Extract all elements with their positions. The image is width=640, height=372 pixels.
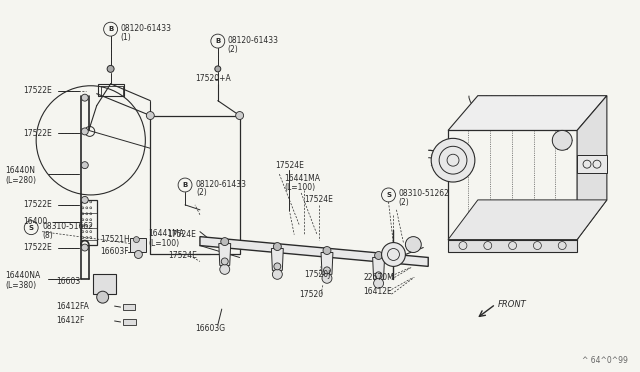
Circle shape — [405, 237, 421, 253]
Circle shape — [147, 112, 154, 119]
Text: 16441MA: 16441MA — [284, 174, 320, 183]
Text: 08120-61433: 08120-61433 — [196, 180, 247, 189]
Text: 08120-61433: 08120-61433 — [120, 24, 172, 33]
Text: (L=100): (L=100) — [148, 239, 179, 248]
Text: 16400: 16400 — [23, 217, 47, 226]
Text: B: B — [215, 38, 220, 44]
Text: 16440NA: 16440NA — [5, 271, 41, 280]
Circle shape — [81, 244, 88, 251]
Circle shape — [375, 272, 382, 279]
Text: 17524E: 17524E — [168, 251, 197, 260]
Circle shape — [274, 263, 281, 270]
Text: S: S — [29, 225, 34, 231]
Polygon shape — [448, 96, 607, 131]
Text: 17520+A: 17520+A — [195, 74, 231, 83]
Text: B: B — [182, 182, 188, 188]
Text: 17522E: 17522E — [23, 243, 52, 252]
Text: 08310-51262: 08310-51262 — [399, 189, 449, 198]
Text: (8): (8) — [42, 231, 53, 240]
Text: ^ 64^0^99: ^ 64^0^99 — [582, 356, 628, 365]
Polygon shape — [122, 319, 136, 325]
Circle shape — [220, 264, 230, 274]
Circle shape — [221, 258, 228, 265]
Text: 08310-51662: 08310-51662 — [42, 222, 93, 231]
Circle shape — [273, 243, 282, 250]
Text: B: B — [108, 26, 113, 32]
Polygon shape — [93, 274, 116, 294]
Circle shape — [81, 196, 88, 203]
Circle shape — [322, 273, 332, 283]
Text: 17524E: 17524E — [275, 161, 304, 170]
Text: 17522E: 17522E — [23, 129, 52, 138]
Text: 17522E: 17522E — [23, 201, 52, 209]
Text: S: S — [386, 192, 391, 198]
Circle shape — [236, 112, 244, 119]
Text: (1): (1) — [120, 33, 131, 42]
Circle shape — [374, 278, 383, 288]
Text: 22670M: 22670M — [364, 273, 394, 282]
Text: 17524E: 17524E — [304, 195, 333, 204]
Polygon shape — [219, 244, 230, 265]
Polygon shape — [122, 304, 136, 310]
Circle shape — [552, 131, 572, 150]
Text: 16441MA: 16441MA — [148, 229, 184, 238]
Polygon shape — [131, 238, 147, 251]
Polygon shape — [321, 253, 333, 274]
Text: (L=100): (L=100) — [284, 183, 316, 192]
Text: 17524E: 17524E — [167, 230, 196, 239]
Bar — [150, 116, 239, 254]
Text: 17521H: 17521H — [100, 235, 131, 244]
Circle shape — [381, 243, 405, 266]
Polygon shape — [448, 200, 607, 240]
Text: 16412E: 16412E — [364, 287, 392, 296]
Bar — [577, 155, 607, 173]
Text: (2): (2) — [196, 189, 207, 198]
Bar — [98, 84, 124, 96]
Text: FRONT: FRONT — [498, 299, 527, 309]
Circle shape — [97, 291, 109, 303]
Text: 16440N: 16440N — [5, 166, 35, 174]
Circle shape — [273, 269, 282, 279]
Circle shape — [374, 251, 383, 259]
Text: 16603F: 16603F — [100, 247, 129, 256]
Text: 17520J: 17520J — [304, 270, 330, 279]
Circle shape — [133, 237, 140, 243]
Circle shape — [215, 66, 221, 72]
Polygon shape — [271, 248, 284, 270]
Circle shape — [107, 65, 114, 73]
Circle shape — [81, 128, 88, 135]
Bar — [81, 200, 97, 244]
Polygon shape — [200, 237, 428, 266]
Circle shape — [323, 247, 331, 254]
Bar — [448, 131, 577, 240]
Circle shape — [134, 250, 142, 259]
Text: 17522E: 17522E — [23, 86, 52, 95]
Text: (2): (2) — [228, 45, 239, 54]
Text: (L=280): (L=280) — [5, 176, 36, 185]
Bar — [448, 240, 577, 251]
Text: 16412F: 16412F — [56, 317, 84, 326]
Circle shape — [221, 238, 228, 246]
Text: 16603G: 16603G — [195, 324, 225, 333]
Text: 08120-61433: 08120-61433 — [228, 36, 279, 45]
Circle shape — [81, 162, 88, 169]
Text: (2): (2) — [399, 198, 409, 207]
Text: (L=380): (L=380) — [5, 281, 36, 290]
Circle shape — [323, 267, 330, 274]
Circle shape — [81, 94, 88, 101]
Polygon shape — [372, 257, 385, 279]
Text: 16603: 16603 — [56, 277, 80, 286]
Circle shape — [431, 138, 475, 182]
Polygon shape — [577, 96, 607, 240]
Text: 17520: 17520 — [299, 290, 323, 299]
Text: 16412FA: 16412FA — [56, 302, 89, 311]
